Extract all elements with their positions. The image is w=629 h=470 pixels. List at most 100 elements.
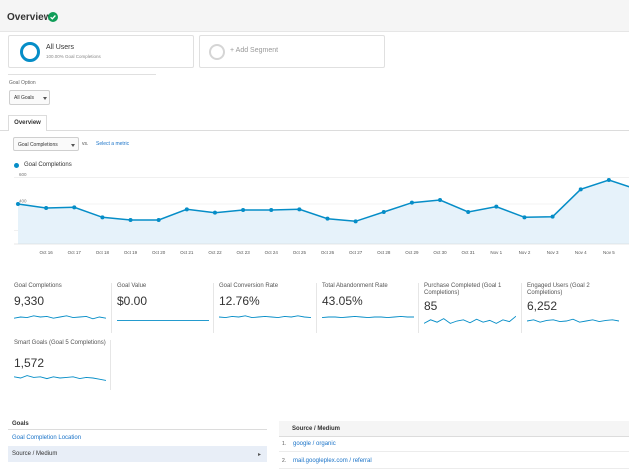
- metric-card[interactable]: Engaged Users (Goal 2 Completions) 6,252: [527, 283, 625, 333]
- sparkline-path: [527, 318, 619, 323]
- segment-placeholder-icon: [209, 44, 225, 60]
- metric-value: $0.00: [117, 294, 148, 308]
- metric-label: Total Abandonment Rate: [322, 283, 388, 289]
- data-point: [212, 210, 217, 215]
- metric-card[interactable]: Smart Goals (Goal 5 Completions) 1,572: [14, 340, 112, 390]
- vs-label: vs.: [82, 141, 89, 147]
- data-point: [438, 198, 443, 202]
- x-tick-label: Nov 1: [490, 250, 502, 255]
- segment-title: All Users: [46, 44, 75, 51]
- series-area: [18, 180, 629, 244]
- divider: [213, 283, 214, 333]
- x-tick-label: Oct 26: [321, 250, 335, 255]
- data-point: [381, 210, 386, 214]
- metric-card[interactable]: Purchase Completed (Goal 1 Completions) 8…: [424, 283, 522, 333]
- header-bar: Overview: [0, 0, 629, 32]
- metric-value: 1,572: [14, 356, 45, 370]
- series-line: [17, 179, 629, 223]
- x-tick-label: Oct 17: [68, 250, 82, 255]
- source-link[interactable]: google / organic: [293, 441, 336, 447]
- data-point: [550, 214, 555, 219]
- data-point: [325, 216, 330, 221]
- sparkline-path: [219, 315, 311, 319]
- sparkline-path: [424, 315, 516, 324]
- sparkline: [219, 315, 311, 319]
- sparkline-path: [322, 315, 414, 319]
- caret-down-icon: [71, 144, 75, 147]
- divider: [110, 340, 111, 390]
- sparkline: [424, 315, 516, 324]
- goal-completion-location-link[interactable]: Goal Completion Location: [12, 435, 82, 441]
- select-metric-link[interactable]: Select a metric: [96, 141, 130, 147]
- metric-value: 43.05%: [322, 294, 363, 308]
- sparkline: [117, 320, 209, 322]
- source-table-header-label: Source / Medium: [292, 426, 341, 432]
- add-segment-button[interactable]: + Add Segment: [199, 35, 385, 68]
- x-tick-label: Oct 25: [293, 250, 307, 255]
- x-tick-label: Oct 21: [180, 250, 194, 255]
- x-tick-label: Nov 4: [575, 250, 587, 255]
- add-segment-label: + Add Segment: [230, 47, 279, 54]
- data-point: [44, 206, 49, 210]
- x-tick-label: Oct 28: [377, 250, 391, 255]
- x-tick-label: Oct 24: [265, 250, 279, 255]
- x-tick-label: Nov 2: [519, 250, 531, 255]
- page-title: Overview: [7, 12, 52, 23]
- tab-bar-line: [0, 130, 629, 131]
- row-index: 2.: [282, 458, 287, 464]
- chevron-right-icon: ▸: [257, 452, 261, 458]
- metric-card[interactable]: Total Abandonment Rate 43.05%: [322, 283, 420, 333]
- x-tick-label: Nov 3: [547, 250, 559, 255]
- metric-label: Goal Value: [117, 283, 147, 289]
- data-point: [494, 204, 499, 209]
- metric-label: Engaged Users (Goal 2 Completions): [527, 283, 590, 296]
- data-point: [269, 208, 274, 212]
- source-medium-label: Source / Medium: [12, 451, 58, 457]
- data-point: [241, 208, 246, 212]
- segment-subtitle: 100.00% Goal Completions: [46, 54, 101, 59]
- tab-overview[interactable]: Overview: [8, 115, 47, 131]
- goal-option-label: Goal Option: [9, 80, 36, 86]
- source-medium-dimension[interactable]: Source / Medium ▸: [8, 446, 267, 462]
- data-point: [353, 219, 358, 224]
- metric-select[interactable]: Goal Completions: [13, 137, 79, 151]
- x-tick-label: Oct 31: [462, 250, 476, 255]
- table-row: 2. mail.googleplex.com / referral: [279, 454, 629, 469]
- data-point: [606, 178, 611, 182]
- divider: [8, 74, 156, 75]
- legend-marker: [14, 163, 19, 168]
- data-point: [466, 210, 471, 214]
- caret-down-icon: [43, 97, 47, 100]
- sparkline-path: [14, 315, 106, 320]
- goal-option-select[interactable]: All Goals: [9, 90, 50, 105]
- x-tick-label: Oct 29: [405, 250, 419, 255]
- legend-label: Goal Completions: [24, 162, 72, 168]
- metric-select-value: Goal Completions: [18, 142, 58, 148]
- metric-card[interactable]: Goal Completions 9,330: [14, 283, 112, 333]
- metric-label: Purchase Completed (Goal 1 Completions): [424, 283, 502, 296]
- metric-label: Goal Conversion Rate: [219, 283, 279, 289]
- goals-title: Goals: [12, 421, 29, 427]
- data-point: [16, 202, 20, 206]
- x-tick-label: Nov 5: [603, 250, 615, 255]
- data-point: [409, 200, 414, 205]
- y-tick-label: 600: [19, 172, 27, 177]
- segment-all-users[interactable]: All Users 100.00% Goal Completions: [8, 35, 194, 68]
- sparkline: [527, 318, 619, 323]
- x-tick-label: Oct 22: [208, 250, 222, 255]
- y-tick-label: 400: [19, 199, 27, 204]
- data-point: [184, 207, 189, 212]
- data-point: [156, 218, 161, 222]
- metric-card[interactable]: Goal Conversion Rate 12.76%: [219, 283, 317, 333]
- source-link[interactable]: mail.googleplex.com / referral: [293, 458, 372, 464]
- sparkline-path: [14, 375, 106, 381]
- sparkline: [14, 375, 106, 381]
- divider: [8, 429, 267, 430]
- data-point: [522, 215, 527, 220]
- goal-option-value: All Goals: [14, 95, 35, 101]
- x-tick-label: Oct 23: [236, 250, 250, 255]
- divider: [418, 283, 419, 333]
- metric-card[interactable]: Goal Value $0.00: [117, 283, 215, 333]
- data-point: [578, 187, 583, 192]
